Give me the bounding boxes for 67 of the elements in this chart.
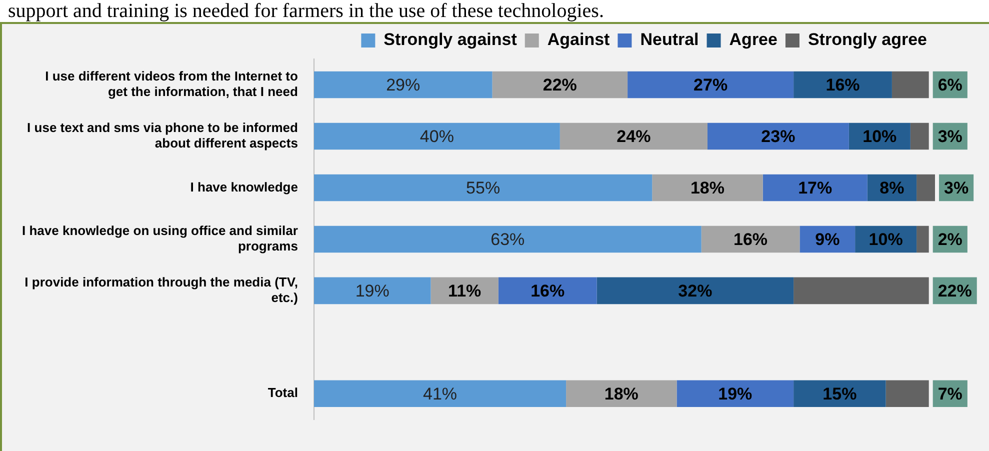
y-tick-label: I use text and sms via phone to be informed about different aspects — [27, 120, 298, 151]
data-label: 19% — [355, 281, 390, 300]
bar — [794, 277, 929, 304]
bar — [701, 226, 800, 253]
bar — [566, 380, 677, 408]
data-label: 10% — [868, 230, 903, 249]
data-label: 10% — [862, 126, 897, 146]
bar — [314, 226, 702, 253]
bar — [314, 277, 431, 304]
data-label: 29% — [386, 75, 420, 94]
data-label: 32% — [678, 281, 712, 300]
data-label: 22% — [938, 281, 972, 300]
data-label: 8% — [880, 178, 904, 198]
y-tick-label: Total — [268, 385, 298, 400]
data-label: 17% — [798, 178, 832, 198]
data-label: 18% — [690, 178, 724, 198]
data-label: 11% — [448, 281, 482, 300]
y-tick-label: I provide information through the media (TV, etc.) — [24, 274, 298, 306]
y-tick-label: I have knowledge — [190, 179, 298, 194]
text: support and training is needed for farmers in the use of these technologies. — [7, 0, 605, 22]
data-label: 9% — [815, 230, 840, 249]
data-label: 3% — [944, 178, 969, 198]
data-label: 24% — [616, 126, 651, 146]
data-label: 55% — [466, 178, 500, 198]
data-label: 6% — [938, 75, 962, 94]
data-label: 3% — [938, 126, 962, 146]
data-label: 40% — [420, 126, 454, 146]
bar — [498, 277, 597, 304]
data-label: 16% — [530, 281, 565, 300]
bar — [628, 71, 794, 98]
data-label: 15% — [822, 384, 857, 404]
bar — [916, 174, 935, 202]
data-label: 63% — [490, 230, 525, 249]
bar — [916, 226, 929, 253]
legend-label: Strongly against — [384, 30, 518, 50]
data-label: 19% — [718, 384, 752, 404]
data-label: 18% — [604, 384, 638, 404]
bar — [676, 380, 794, 408]
bar — [314, 122, 560, 150]
data-label: 41% — [422, 384, 458, 404]
data-label: 22% — [542, 75, 577, 94]
bar — [910, 122, 929, 150]
bar — [560, 122, 708, 150]
bar — [596, 277, 794, 304]
legend-label: Neutral — [640, 30, 699, 50]
legend-label: Agree — [729, 30, 778, 50]
data-label: 7% — [938, 384, 962, 404]
bar — [652, 174, 763, 202]
legend-label: Strongly agree — [808, 30, 928, 50]
bar — [492, 71, 628, 98]
y-tick-label: I have knowledge on using office and similar programs — [22, 222, 298, 254]
bar — [892, 71, 929, 98]
y-tick-label: I use different videos from the Internet to get the information, that I need — [45, 68, 298, 100]
data-label: 2% — [938, 230, 962, 249]
data-label: 23% — [761, 126, 796, 146]
bar — [886, 380, 929, 408]
data-label: 27% — [694, 75, 728, 94]
bar — [794, 71, 892, 98]
bar — [707, 122, 849, 150]
bar — [314, 380, 566, 408]
bar — [794, 380, 886, 408]
data-label: 16% — [826, 75, 860, 94]
data-label: 16% — [734, 230, 768, 249]
bar — [762, 174, 868, 202]
legend-label: Against — [547, 30, 610, 50]
bar — [314, 71, 492, 98]
bar — [314, 174, 652, 202]
